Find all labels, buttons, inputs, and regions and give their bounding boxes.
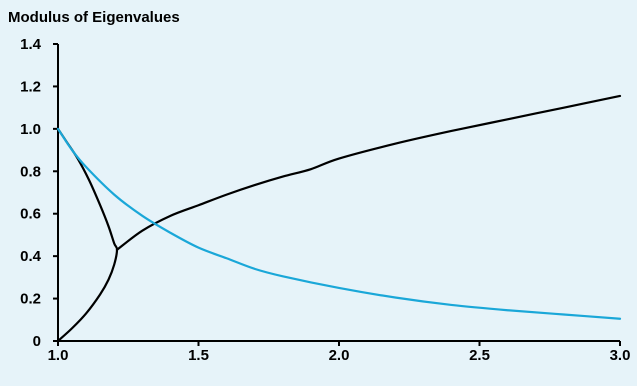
x-tick-label: 1.5: [188, 347, 209, 364]
series-line-2: [115, 94, 622, 251]
y-tick-label: 0.4: [20, 248, 42, 265]
x-tick-label: 1.0: [48, 347, 69, 364]
x-tick-label: 2.0: [329, 347, 350, 364]
axes: 0 0.2 0.4 0.6 0.8 1.0 1.2 1.4 1.0 1.5 2.0 2.5 3.0: [20, 36, 630, 364]
chart-title: Modulus of Eigenvalues: [8, 9, 180, 26]
y-tick-label: 1.2: [20, 78, 41, 95]
y-tick-label: 0.6: [20, 206, 41, 223]
y-tick-label: 0: [33, 333, 41, 350]
series-layer: [56, 94, 622, 343]
y-tick-label: 0.2: [20, 291, 41, 308]
series-line-1: [56, 127, 119, 343]
y-tick-label: 1.0: [20, 121, 41, 138]
series-line-3: [56, 127, 622, 320]
y-tick-label: 0.8: [20, 163, 41, 180]
x-tick-label: 3.0: [610, 347, 631, 364]
y-tick-label: 1.4: [20, 36, 42, 53]
x-tick-label: 2.5: [469, 347, 490, 364]
